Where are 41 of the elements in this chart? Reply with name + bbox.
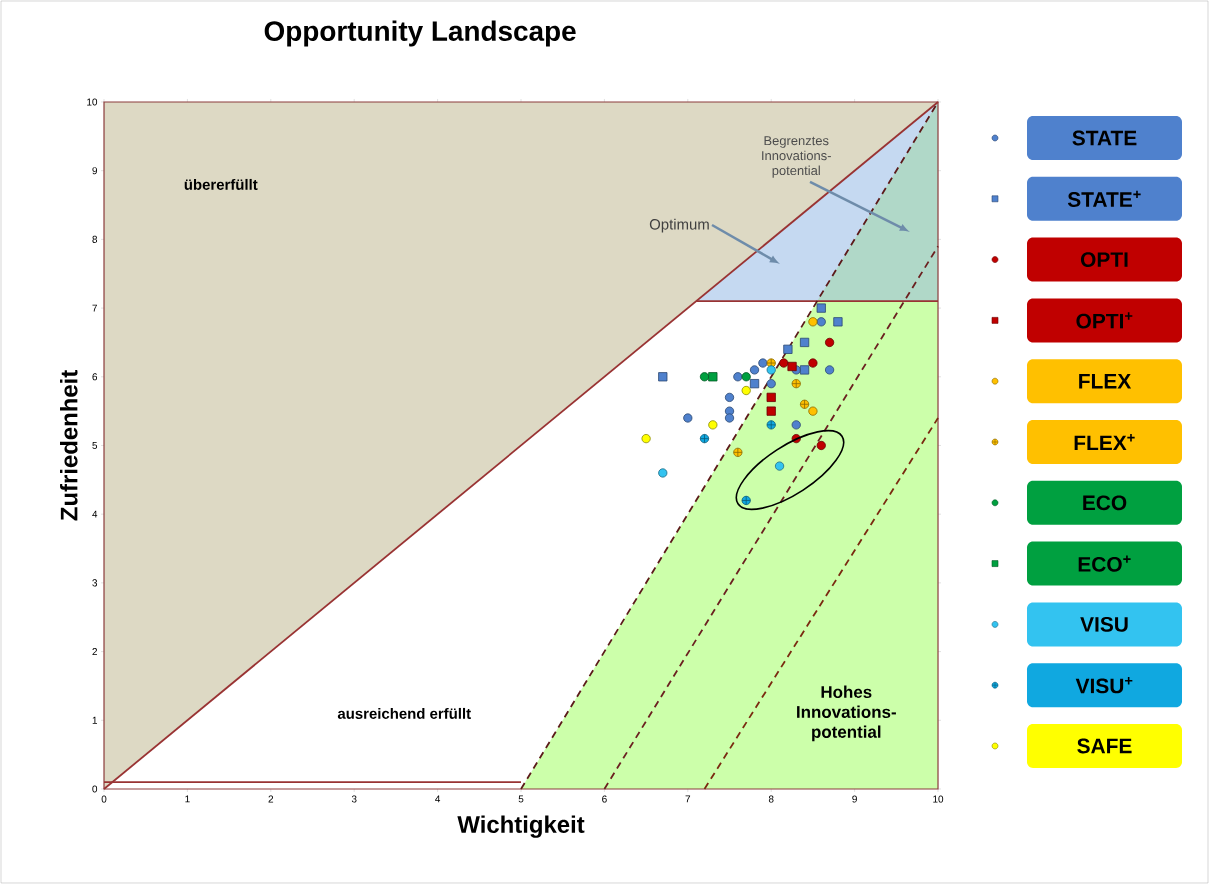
y-tick-label: 7 xyxy=(92,304,97,312)
x-tick-label: 0 xyxy=(101,795,107,803)
text: ECO$^{+}$ xyxy=(1078,555,1131,572)
annotation: Optimum xyxy=(649,218,709,233)
annotation: Hohes Innovations-potential xyxy=(797,685,896,742)
text: OPTI$^{+}$ xyxy=(1076,312,1133,329)
x-tick-label: 5 xyxy=(518,795,524,803)
text: STATE xyxy=(1072,130,1137,146)
text: STATE$^{+}$ xyxy=(1067,190,1141,207)
text: FLEX$^{+}$ xyxy=(1074,433,1135,451)
annotation: ausreichend erfüllt xyxy=(337,707,471,719)
chart-title: Opportunity Landscape xyxy=(264,20,576,47)
y-tick-label: 3 xyxy=(92,579,98,587)
x-tick-label: 2 xyxy=(268,795,274,803)
x-tick-label: 4 xyxy=(435,795,441,803)
y-tick-label: 9 xyxy=(92,167,98,175)
text: ECO xyxy=(1083,495,1127,511)
text: VISU xyxy=(1080,616,1128,632)
x-tick-label: 1 xyxy=(185,795,190,803)
text: VISU$^{+}$ xyxy=(1075,677,1133,694)
text: OPTI xyxy=(1080,252,1128,267)
y-axis-title: Zufriedenheit xyxy=(60,370,78,521)
y-tick-label: 8 xyxy=(92,235,98,243)
y-tick-label: 5 xyxy=(92,442,98,449)
x-tick-label: 10 xyxy=(933,795,944,803)
x-tick-label: 9 xyxy=(852,795,857,803)
y-tick-label: 6 xyxy=(92,373,98,381)
text: SAFE xyxy=(1077,738,1132,754)
x-axis-title: Wichtigkeit xyxy=(457,815,585,838)
text: FLEX xyxy=(1079,373,1132,389)
y-tick-label: 1 xyxy=(92,716,98,724)
y-tick-label: 10 xyxy=(87,98,98,106)
x-tick-label: 7 xyxy=(685,795,691,803)
x-tick-label: 6 xyxy=(602,795,607,803)
y-tick-label: 2 xyxy=(92,648,97,656)
x-tick-label: 3 xyxy=(351,795,357,803)
annotation: Begrenztes Innovations-potential xyxy=(762,136,831,178)
y-tick-label: 4 xyxy=(92,510,98,518)
annotation: übererfüllt xyxy=(184,178,258,190)
y-tick-label: 0 xyxy=(92,785,98,793)
x-tick-label: 8 xyxy=(768,795,774,803)
